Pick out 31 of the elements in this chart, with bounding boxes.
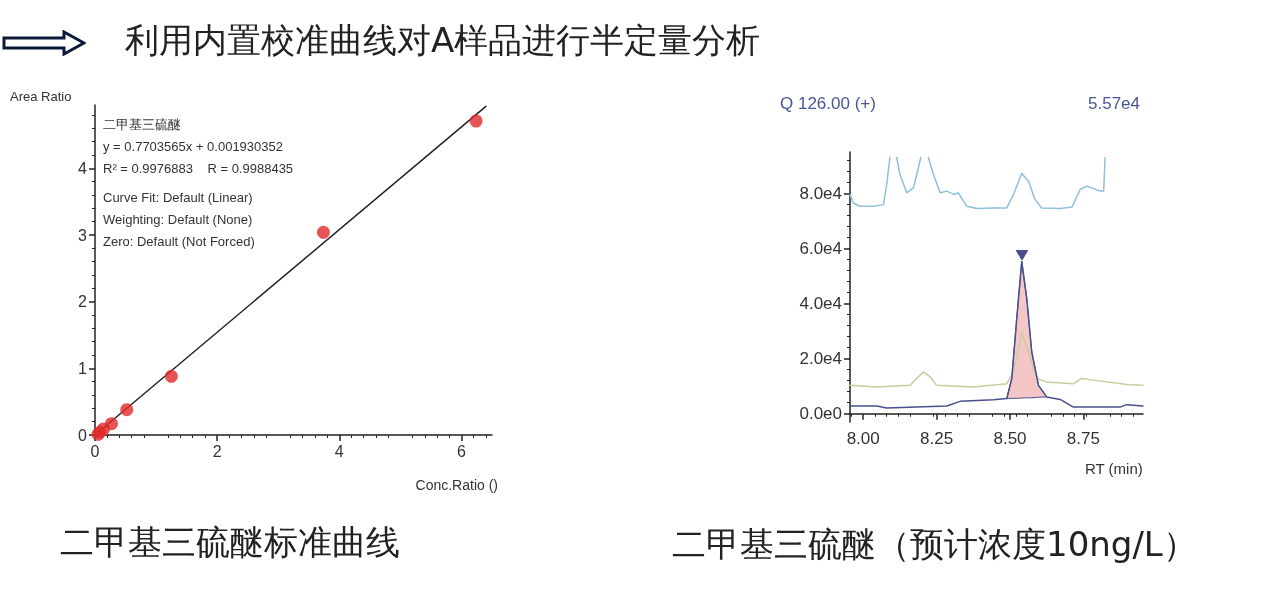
y-tick-label: 4.0e4 xyxy=(799,294,842,314)
x-axis-title: RT (min) xyxy=(1084,460,1143,477)
y-tick-label: 0.0e0 xyxy=(799,404,842,424)
x-tick-label: 8.00 xyxy=(846,429,880,448)
chart-title: Q 126.00 (+) xyxy=(780,94,876,113)
x-tick-label: 8.25 xyxy=(920,429,954,448)
annotation: Curve Fit: Default (Linear) xyxy=(103,190,253,205)
text: 二甲基三硫醚（预计浓度10ng/L） xyxy=(672,523,1197,566)
y-tick-label: 1 xyxy=(78,359,88,377)
y-axis-title: Area Ratio xyxy=(10,89,72,104)
y-tick-label: 2 xyxy=(78,293,88,311)
x-axis-title: Conc.Ratio () xyxy=(415,477,498,493)
annotation: 二甲基三硫醚 xyxy=(103,117,181,132)
x-tick-label: 2 xyxy=(212,442,222,460)
x-tick-label: 4 xyxy=(334,442,344,460)
annotation: Weighting: Default (None) xyxy=(103,212,253,227)
y-tick-label: 8.0e4 xyxy=(799,183,842,203)
x-tick-label: 0 xyxy=(90,442,100,460)
x-tick-label: 8.75 xyxy=(1066,429,1100,448)
chart-subtitle: 5.57e4 xyxy=(1088,94,1140,113)
y-tick-label: 2.0e4 xyxy=(799,349,842,369)
y-tick-label: 4 xyxy=(78,159,88,177)
annotation: y = 0.7703565x + 0.001930352 xyxy=(103,139,283,154)
x-tick-label: 6 xyxy=(457,442,467,460)
annotation: Zero: Default (Not Forced) xyxy=(103,234,255,249)
text: 二甲基三硫醚标准曲线 xyxy=(60,521,400,564)
y-tick-label: 6.0e4 xyxy=(799,238,842,258)
chart-title: 利用内置校准曲线对A样品进行半定量分析 xyxy=(125,19,761,62)
y-tick-label: 3 xyxy=(78,226,88,244)
annotation: R² = 0.9976883 R = 0.9988435 xyxy=(103,161,294,176)
x-tick-label: 8.50 xyxy=(993,429,1027,448)
